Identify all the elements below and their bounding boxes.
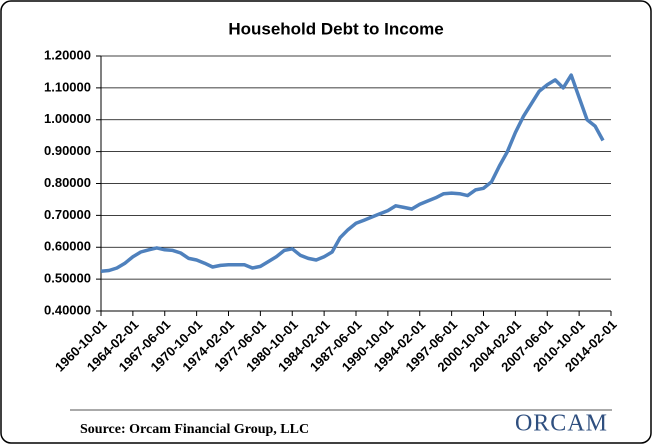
y-tick-label: 1.20000 — [44, 47, 91, 62]
y-tick-label: 0.70000 — [44, 207, 91, 222]
chart-title: Household Debt to Income — [228, 19, 443, 38]
data-line — [100, 73, 605, 273]
y-tick-label: 0.60000 — [44, 239, 91, 254]
y-tick-label: 0.90000 — [44, 143, 91, 158]
y-tick-label: 0.80000 — [44, 175, 91, 190]
y-tick-label: 0.50000 — [44, 271, 91, 286]
y-tick-label: 0.40000 — [44, 302, 91, 317]
source-note: Source: Orcam Financial Group, LLC — [80, 422, 309, 437]
y-tick-label: 1.10000 — [44, 79, 91, 94]
logo: ORCAM — [515, 411, 608, 437]
y-tick-label: 1.00000 — [44, 111, 91, 126]
